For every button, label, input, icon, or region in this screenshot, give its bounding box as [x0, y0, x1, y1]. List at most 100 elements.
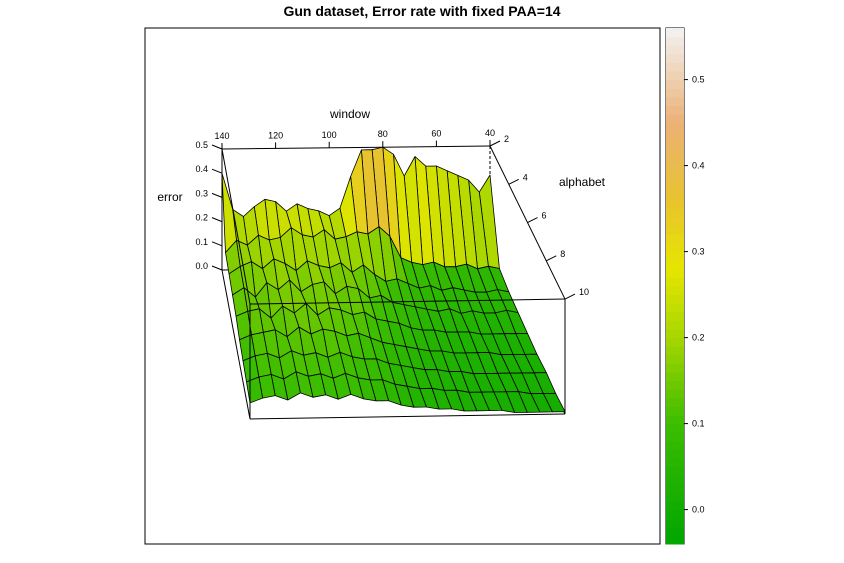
color-key-band — [666, 157, 684, 167]
plot-panel-frame — [144, 27, 661, 545]
color-key-band — [666, 440, 684, 450]
color-key-band — [666, 509, 684, 519]
color-key-band — [666, 397, 684, 407]
color-key-tick-label: 0.0 — [692, 505, 705, 515]
x-axis-tick-label: 40 — [485, 128, 495, 138]
chart-title: Gun dataset, Error rate with fixed PAA=1… — [283, 3, 561, 19]
z-axis-tick-label: 0.5 — [195, 140, 208, 150]
color-key-band — [666, 337, 684, 347]
color-key-band — [666, 139, 684, 149]
color-key-band — [666, 483, 684, 493]
color-key-band — [666, 492, 684, 502]
error-surface — [221, 146, 566, 413]
color-key-band — [666, 329, 684, 339]
color-key-band — [666, 346, 684, 356]
color-key: 0.5 0.4 0.3 0.2 0.1 0.0 — [665, 27, 705, 545]
z-axis-tick — [211, 144, 223, 150]
color-key-band — [666, 294, 684, 304]
x-axis-tick-label: 120 — [268, 130, 283, 140]
color-key-band — [666, 406, 684, 416]
color-key-band — [666, 475, 684, 485]
color-key-tick-label: 0.1 — [692, 419, 705, 429]
box-edge-back-top — [221, 145, 491, 150]
color-key-band — [666, 432, 684, 442]
box-edge-left-top — [221, 148, 251, 305]
y-axis-tick-label: 8 — [560, 249, 565, 259]
color-key-band — [666, 96, 684, 106]
y-axis-label: alphabet — [559, 175, 606, 189]
color-key-band — [666, 79, 684, 89]
color-key-band — [666, 36, 684, 46]
surface-facet — [246, 376, 264, 404]
color-key-band — [666, 225, 684, 235]
color-key-band — [666, 234, 684, 244]
color-key-band — [666, 114, 684, 124]
y-axis-tick — [527, 217, 538, 223]
color-key-tick-label: 0.4 — [692, 161, 705, 171]
y-axis-tick — [564, 293, 576, 300]
color-key-band — [666, 535, 684, 545]
color-key-band — [666, 286, 684, 296]
box-edge-left-floor — [221, 269, 251, 420]
color-key-band — [666, 311, 684, 321]
x-axis-tick-label: 60 — [431, 129, 441, 139]
z-axis-tick — [211, 265, 223, 271]
x-axis-tick-label: 100 — [322, 130, 337, 140]
color-key-band — [666, 122, 684, 132]
z-axis-tick-label: 0.4 — [195, 164, 208, 174]
y-axis-tick — [546, 255, 557, 262]
z-axis-tick-label: 0.3 — [195, 188, 208, 198]
color-key-band — [666, 260, 684, 270]
color-key-tick-label: 0.5 — [692, 75, 705, 85]
y-axis-tick-label: 2 — [504, 134, 509, 144]
color-key-band — [666, 88, 684, 98]
color-key-band — [666, 243, 684, 253]
color-key-band — [666, 389, 684, 399]
color-key-band — [666, 458, 684, 468]
z-axis-tick — [211, 241, 223, 247]
z-axis-tick-label: 0.1 — [195, 237, 208, 247]
color-key-band — [666, 217, 684, 227]
color-key-band — [666, 380, 684, 390]
z-axis-tick-label: 0.0 — [195, 261, 208, 271]
color-key-band — [666, 501, 684, 511]
y-axis-tick-label: 6 — [542, 211, 547, 221]
x-axis-tick-label: 80 — [378, 129, 388, 139]
axes: window alphabet error 140 120 100 80 60 40 2 4… — [157, 107, 606, 300]
color-key-tick-label: 0.2 — [692, 333, 705, 343]
y-axis-tick — [489, 140, 501, 147]
color-key-band — [666, 251, 684, 261]
color-key-band — [666, 449, 684, 459]
color-key-band — [666, 268, 684, 278]
y-axis-tick-label: 4 — [523, 172, 528, 182]
color-key-band — [666, 131, 684, 141]
color-key-band — [666, 423, 684, 433]
color-key-band — [666, 191, 684, 201]
color-key-band — [666, 71, 684, 81]
color-key-band — [666, 28, 684, 38]
box-edge-front-floor — [249, 413, 566, 420]
color-key-band — [666, 363, 684, 373]
color-key-band — [666, 182, 684, 192]
x-axis-tick-label: 140 — [214, 131, 229, 141]
z-axis-tick — [211, 217, 223, 223]
x-axis-label: window — [329, 107, 370, 121]
color-key-band — [666, 165, 684, 175]
color-key-band — [666, 174, 684, 184]
color-key-band — [666, 354, 684, 364]
color-key-band — [666, 320, 684, 330]
box-front-edges — [221, 148, 566, 420]
box-edge-front-top — [249, 298, 566, 305]
color-key-band — [666, 200, 684, 210]
color-key-band — [666, 518, 684, 528]
color-key-band — [666, 415, 684, 425]
color-key-tick-label: 0.3 — [692, 247, 705, 257]
color-key-band — [666, 526, 684, 536]
y-axis-tick-label: 10 — [579, 287, 589, 297]
color-key-band — [666, 148, 684, 158]
z-axis-label: error — [157, 190, 182, 204]
z-axis-tick — [211, 168, 223, 174]
color-key-band — [666, 62, 684, 72]
color-key-band — [666, 372, 684, 382]
